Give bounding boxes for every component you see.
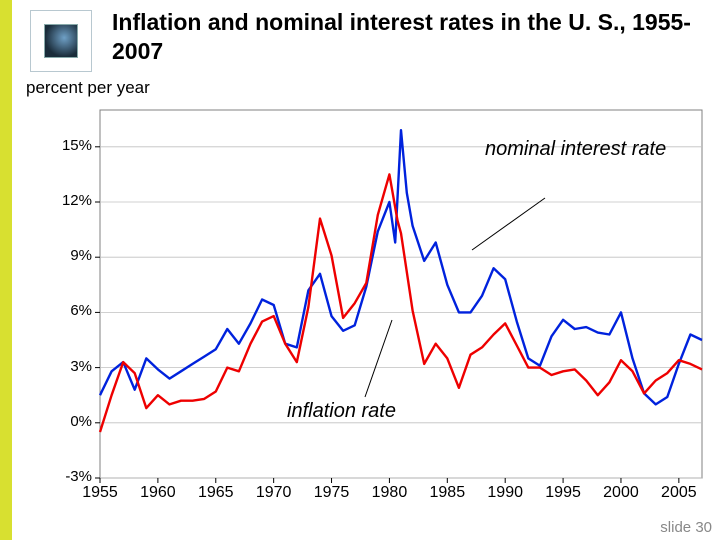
y-tick-label: -3%	[48, 468, 92, 485]
x-tick-label: 1995	[538, 484, 588, 502]
x-tick-label: 1965	[191, 484, 241, 502]
y-tick-label: 12%	[48, 192, 92, 209]
y-tick-label: 3%	[48, 358, 92, 375]
x-tick-label: 1970	[249, 484, 299, 502]
x-tick-label: 1990	[480, 484, 530, 502]
annotation-label: nominal interest rate	[485, 138, 666, 161]
x-tick-label: 2000	[596, 484, 646, 502]
slide-number: slide 30	[660, 519, 712, 536]
y-tick-label: 15%	[48, 137, 92, 154]
y-tick-label: 6%	[48, 302, 92, 319]
x-tick-label: 1960	[133, 484, 183, 502]
annotation-label: inflation rate	[287, 400, 396, 423]
x-tick-label: 1985	[422, 484, 472, 502]
slide: Inflation and nominal interest rates in …	[0, 0, 720, 540]
x-tick-label: 2005	[654, 484, 704, 502]
y-tick-label: 0%	[48, 413, 92, 430]
x-tick-label: 1955	[75, 484, 125, 502]
y-tick-label: 9%	[48, 247, 92, 264]
line-chart	[0, 0, 720, 540]
x-tick-label: 1980	[364, 484, 414, 502]
x-tick-label: 1975	[307, 484, 357, 502]
